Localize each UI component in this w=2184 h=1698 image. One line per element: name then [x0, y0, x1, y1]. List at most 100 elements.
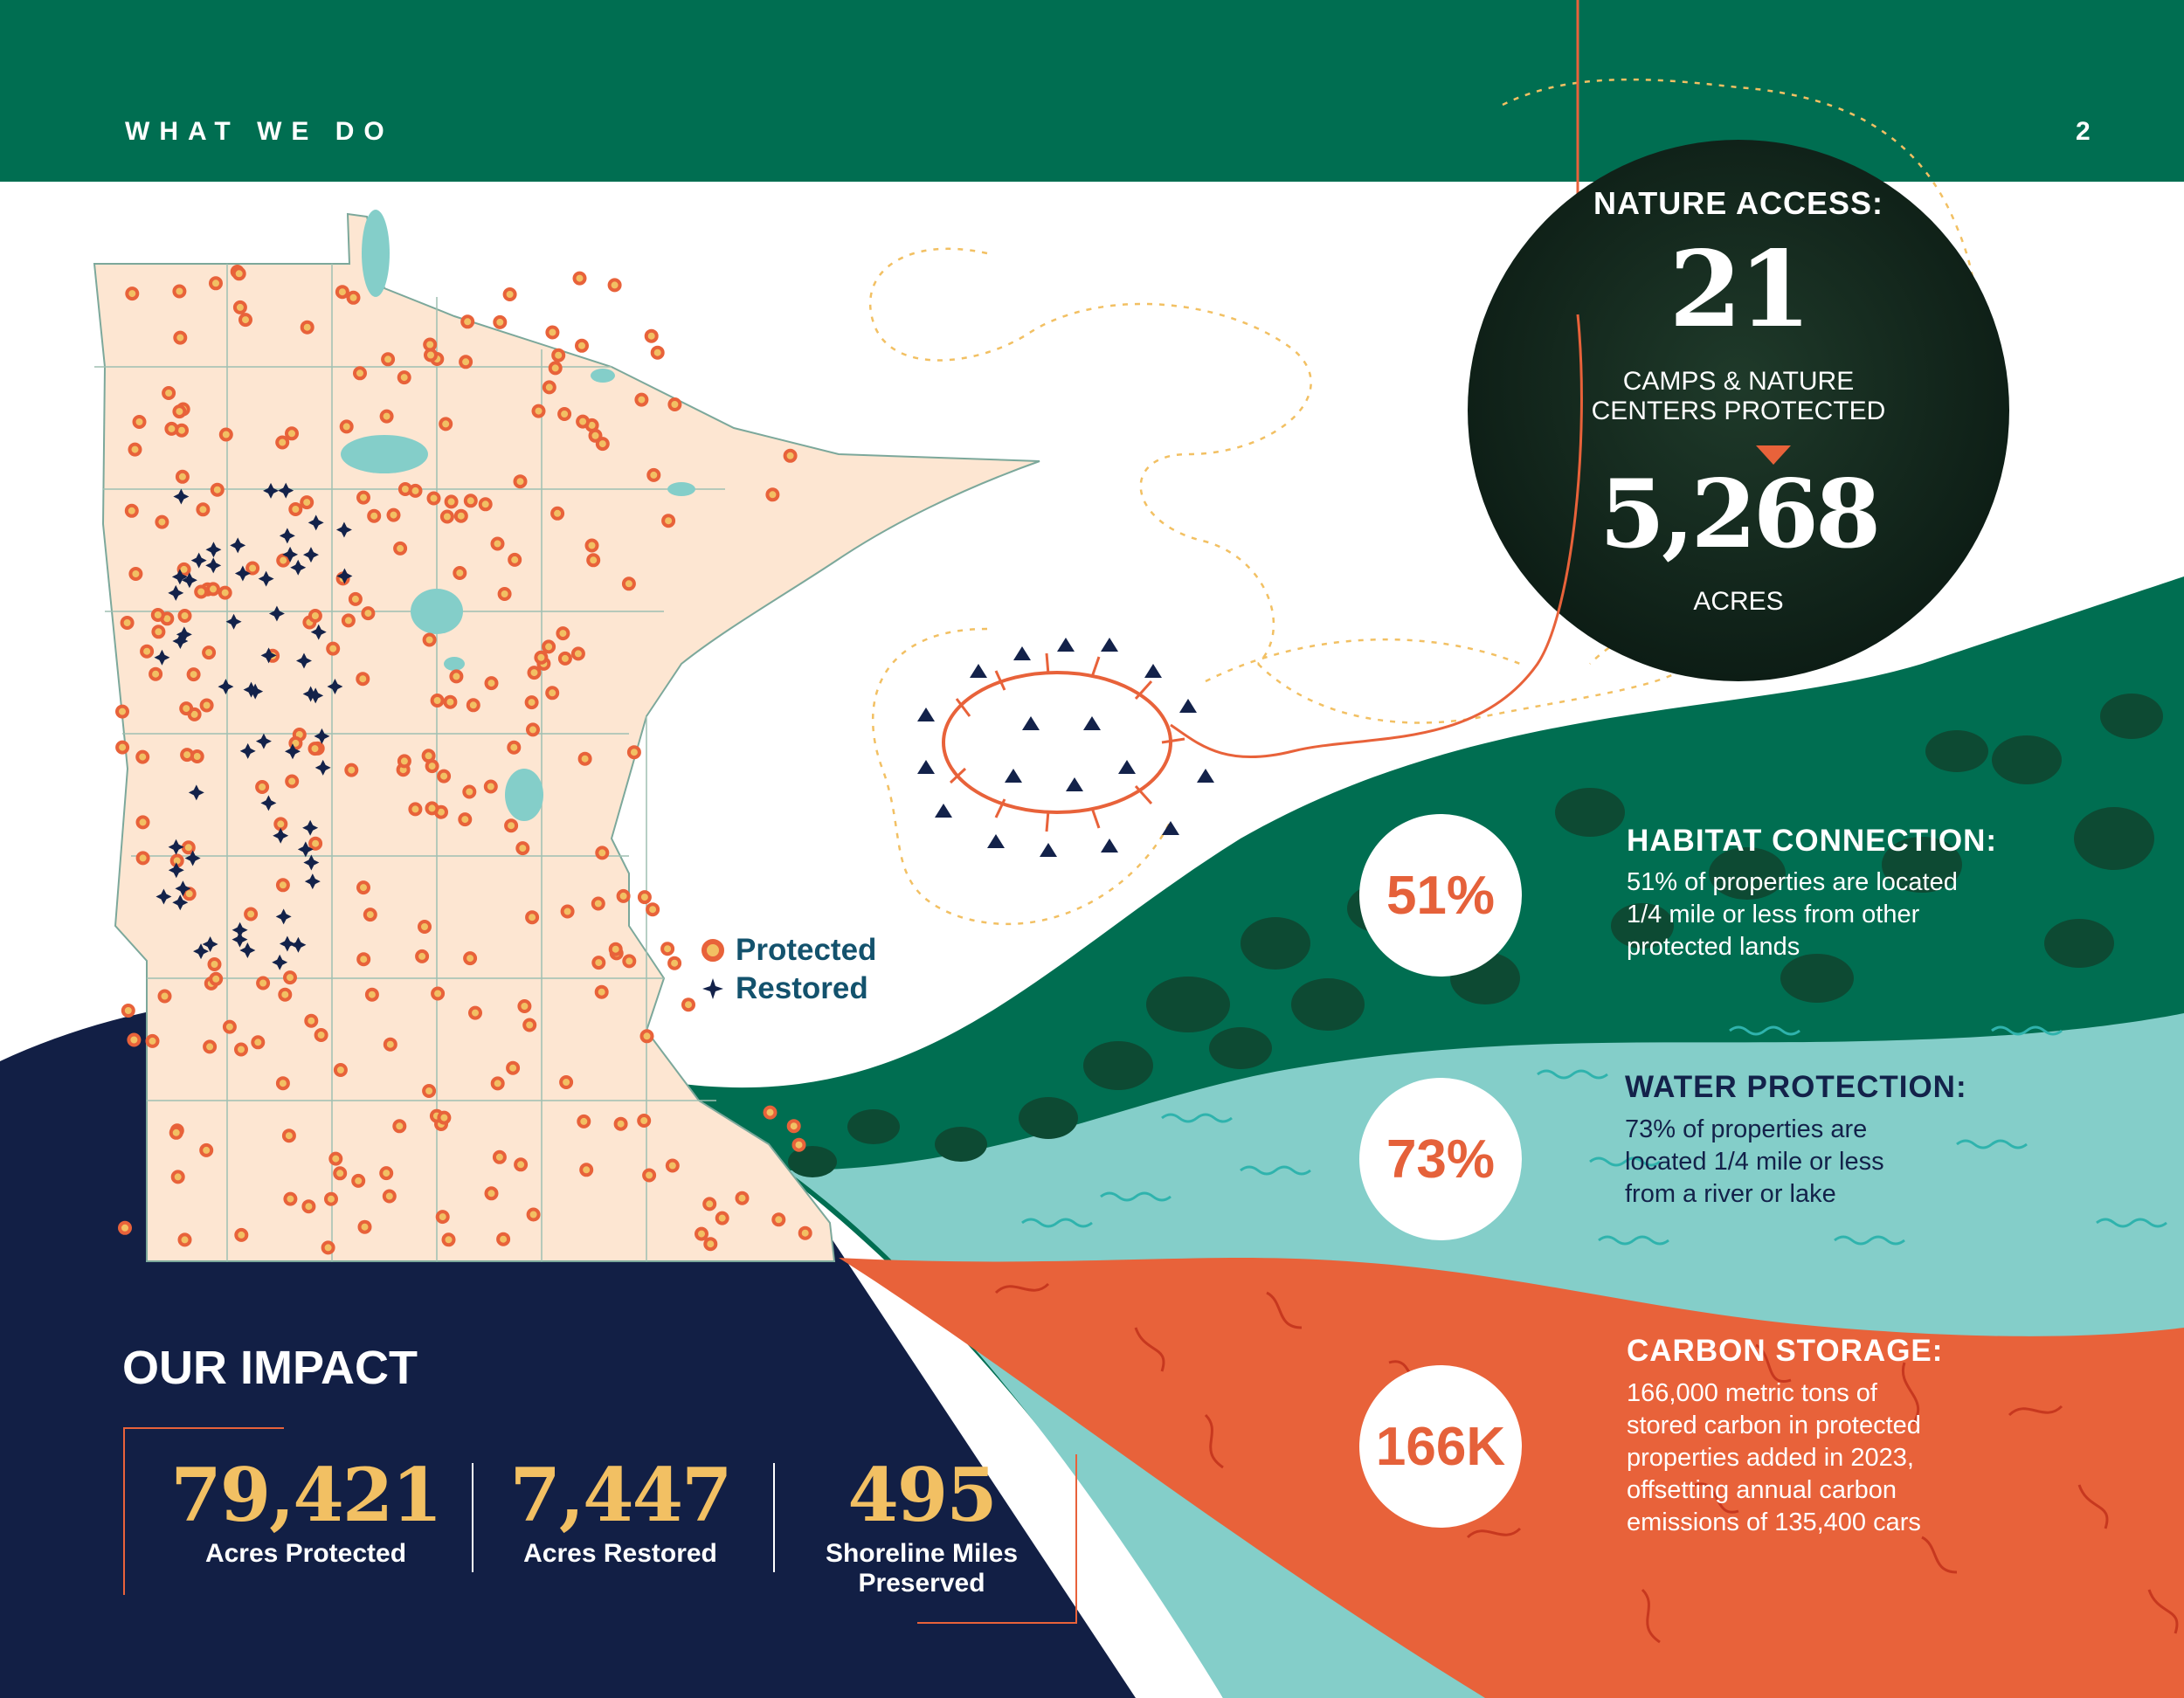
protected-marker	[150, 608, 165, 622]
protected-marker	[135, 851, 150, 866]
protected-marker	[531, 404, 546, 418]
protected-marker	[115, 740, 130, 755]
protected-marker	[513, 474, 528, 489]
protected-marker	[506, 1060, 521, 1075]
protected-marker	[127, 1032, 142, 1047]
protected-marker	[426, 491, 441, 506]
protected-marker	[786, 1119, 801, 1134]
restored-marker	[168, 584, 184, 601]
protected-marker	[431, 986, 446, 1001]
protected-marker	[594, 984, 609, 999]
protected-marker	[162, 386, 176, 400]
protected-marker	[256, 976, 271, 990]
protected-marker	[621, 576, 636, 591]
protected-marker	[637, 1114, 652, 1128]
protected-marker	[155, 514, 169, 529]
map-markers	[115, 265, 812, 1255]
restored-marker	[284, 743, 301, 760]
protected-marker	[379, 409, 394, 424]
protected-marker	[660, 942, 675, 956]
protected-marker	[381, 352, 396, 367]
protected-marker	[460, 314, 475, 329]
protected-marker	[634, 392, 649, 407]
protected-marker	[164, 421, 179, 436]
protected-marker	[199, 1142, 214, 1157]
restored-marker	[172, 632, 189, 649]
protected-marker	[346, 290, 361, 305]
protected-marker	[514, 1157, 529, 1172]
restored-marker	[239, 742, 256, 759]
restored-marker	[327, 678, 343, 694]
protected-marker	[326, 641, 341, 656]
restored-marker	[175, 880, 191, 897]
water-squiggles	[1021, 1025, 2167, 1246]
header-band	[0, 0, 2184, 182]
restored-marker	[156, 888, 172, 905]
protected-marker	[151, 625, 166, 639]
habitat-title: HABITAT CONNECTION:	[1627, 824, 1998, 858]
protected-marker	[124, 503, 139, 518]
protected-marker	[421, 749, 436, 763]
protected-marker	[157, 989, 172, 1004]
protected-marker	[232, 300, 247, 314]
protected-marker	[443, 694, 458, 709]
protected-marker	[449, 669, 464, 684]
protected-marker	[557, 407, 572, 421]
restored-marker	[279, 528, 295, 544]
protected-marker	[314, 1028, 328, 1042]
protected-marker	[515, 841, 530, 856]
protected-marker	[181, 840, 196, 855]
carbon-desc: 166,000 metric tons of stored carbon in p…	[1627, 1379, 1921, 1536]
acres-protected-label: Acres Protected	[204, 1539, 407, 1568]
restored-marker	[290, 559, 307, 576]
protected-marker	[203, 1039, 218, 1054]
protected-marker	[285, 426, 299, 441]
restored-marker	[154, 649, 170, 666]
impact-brackets	[123, 1427, 1077, 1624]
habitat-desc: 51% of properties are located 1/4 mile or…	[1627, 868, 1958, 961]
protected-marker	[238, 313, 252, 328]
protected-marker	[140, 644, 155, 659]
restored-marker	[232, 921, 248, 938]
legend-protected: Protected	[701, 933, 876, 968]
protected-marker	[245, 561, 260, 576]
impact-title: OUR IMPACT	[122, 1342, 418, 1394]
protected-marker	[548, 361, 563, 376]
protected-marker	[493, 314, 508, 329]
protected-marker	[478, 497, 493, 512]
protected-marker	[560, 904, 575, 919]
nature-acres: 5,268	[1599, 459, 1881, 569]
protected-marker	[418, 920, 432, 934]
protected-marker	[559, 1075, 574, 1089]
restored-marker	[171, 569, 188, 585]
restored-marker	[278, 482, 294, 499]
carbon-value-circle: 166K	[1359, 1365, 1522, 1528]
protected-marker	[595, 846, 610, 860]
restored-marker	[302, 547, 319, 563]
protected-marker	[715, 1211, 729, 1225]
restored-marker	[295, 652, 312, 669]
protected-marker	[453, 566, 467, 580]
protected-marker	[202, 645, 217, 660]
minnesota-map	[93, 212, 1040, 1262]
protected-marker	[502, 287, 517, 301]
protected-marker	[356, 880, 370, 895]
protected-marker	[367, 508, 382, 523]
protected-marker	[177, 1232, 192, 1247]
restored-marker	[176, 626, 192, 643]
protected-marker	[199, 698, 214, 713]
protected-marker	[308, 609, 322, 623]
protected-marker	[273, 817, 288, 832]
nature-acres-label: ACRES	[1693, 587, 1784, 616]
restored-marker	[225, 613, 242, 630]
restored-marker	[297, 841, 314, 858]
protected-marker	[702, 1197, 717, 1211]
protected-marker	[579, 1163, 594, 1177]
protected-marker	[490, 536, 505, 551]
protected-marker	[300, 495, 314, 510]
restored-marker	[218, 679, 234, 695]
dotted-trails	[868, 78, 1979, 926]
protected-marker	[300, 320, 314, 335]
protected-marker	[275, 1076, 290, 1091]
protected-marker	[255, 780, 270, 794]
